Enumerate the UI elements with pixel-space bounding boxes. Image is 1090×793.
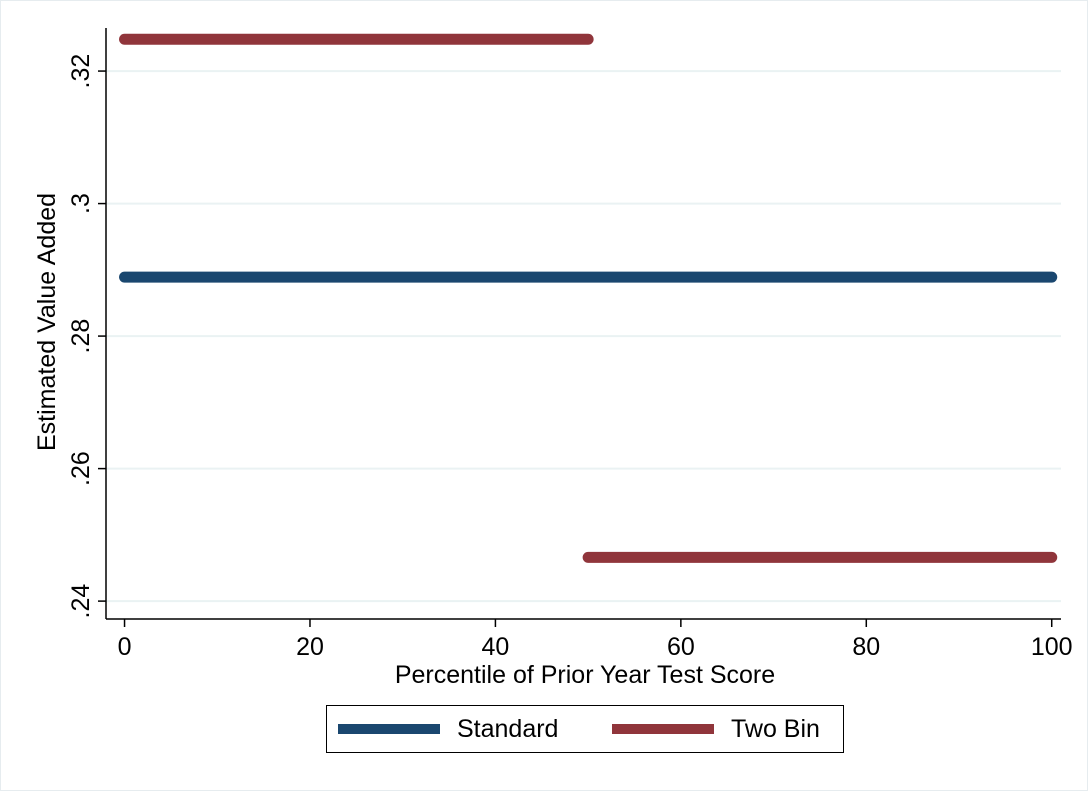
axes: .24 .26 .28 .3 .32 0 20 40 60 80 100 <box>67 28 1073 661</box>
legend-swatch-standard <box>338 724 440 734</box>
legend-swatch-two-bin <box>612 724 714 734</box>
y-tick-label-0: .24 <box>67 584 95 619</box>
x-axis-label: Percentile of Prior Year Test Score <box>395 661 775 689</box>
y-tick-label-2: .28 <box>67 319 95 354</box>
grid-lines <box>106 70 1061 603</box>
x-tick-label-5: 100 <box>1031 633 1073 661</box>
axis-labels: Percentile of Prior Year Test Score Esti… <box>33 193 775 689</box>
y-tick-label-4: .32 <box>67 54 95 89</box>
series-lines <box>119 33 1058 563</box>
x-tick-label-2: 40 <box>482 633 510 661</box>
x-tick-label-3: 60 <box>667 633 695 661</box>
legend-label-two-bin: Two Bin <box>731 714 820 743</box>
legend-item-standard: Standard <box>338 706 558 752</box>
legend-item-two-bin: Two Bin <box>612 706 820 752</box>
legend: Standard Two Bin <box>326 705 844 753</box>
y-axis-label: Estimated Value Added <box>33 193 61 451</box>
x-tick-label-0: 0 <box>118 633 132 661</box>
x-tick-label-1: 20 <box>296 633 324 661</box>
y-tick-label-1: .26 <box>67 451 95 486</box>
y-tick-label-3: .3 <box>67 193 95 214</box>
legend-label-standard: Standard <box>457 714 559 743</box>
x-tick-label-4: 80 <box>852 633 880 661</box>
